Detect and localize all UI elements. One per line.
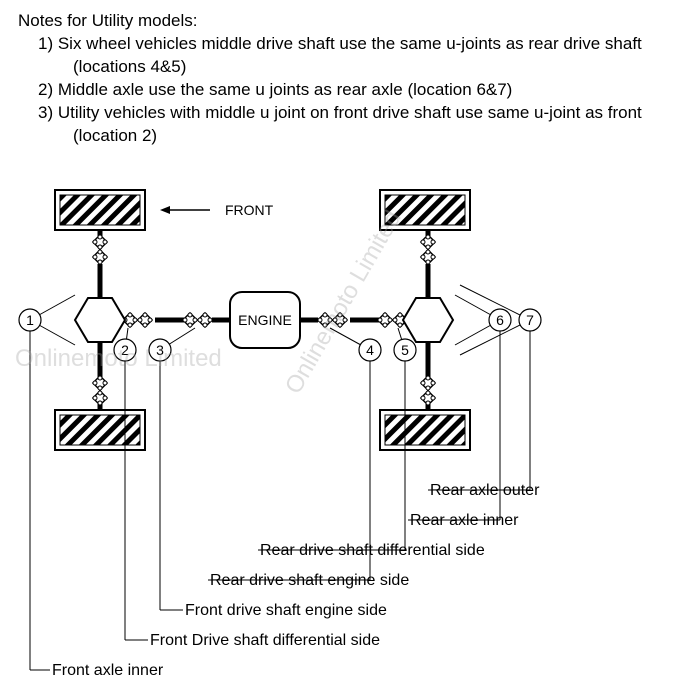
u-joint <box>333 313 347 327</box>
front-label: FRONT <box>225 202 274 218</box>
u-joint <box>93 376 107 390</box>
u-joint <box>421 250 435 264</box>
note-2: 2) Middle axle use the same u joints as … <box>18 79 682 102</box>
callout-label-2: Front Drive shaft differential side <box>150 632 380 649</box>
callout-num-5: 5 <box>401 342 409 358</box>
note-3: 3) Utility vehicles with middle u joint … <box>18 102 682 148</box>
callout-label-6: Rear axle inner <box>410 512 519 529</box>
u-joint <box>138 313 152 327</box>
callout-label-3: Front drive shaft engine side <box>185 602 387 619</box>
differential <box>403 298 453 342</box>
callout-label-1: Front axle inner <box>52 662 164 679</box>
u-joint <box>93 391 107 405</box>
notes-block: Notes for Utility models: 1) Six wheel v… <box>0 0 700 148</box>
engine-label: ENGINE <box>238 312 292 328</box>
differential <box>75 298 125 342</box>
u-joint <box>421 235 435 249</box>
u-joint <box>198 313 212 327</box>
callout-num-4: 4 <box>366 342 374 358</box>
note-1: 1) Six wheel vehicles middle drive shaft… <box>18 33 682 79</box>
notes-title: Notes for Utility models: <box>18 10 682 33</box>
u-joint <box>183 313 197 327</box>
callout-num-2: 2 <box>121 342 129 358</box>
callout-label-5: Rear drive shaft differential side <box>260 542 485 559</box>
callout-num-7: 7 <box>526 312 534 328</box>
callout-label-7: Rear axle outer <box>430 482 540 499</box>
u-joint <box>378 313 392 327</box>
u-joint <box>421 391 435 405</box>
callout-num-6: 6 <box>496 312 504 328</box>
u-joint <box>318 313 332 327</box>
callout-num-3: 3 <box>156 342 164 358</box>
u-joint <box>421 376 435 390</box>
drivetrain-diagram: ENGINE FRONT 1 Front axle inner 2 Front Drive… <box>0 170 700 700</box>
u-joint <box>93 250 107 264</box>
callout-label-4: Rear drive shaft engine side <box>210 572 409 589</box>
callout-num-1: 1 <box>26 312 34 328</box>
u-joint <box>93 235 107 249</box>
